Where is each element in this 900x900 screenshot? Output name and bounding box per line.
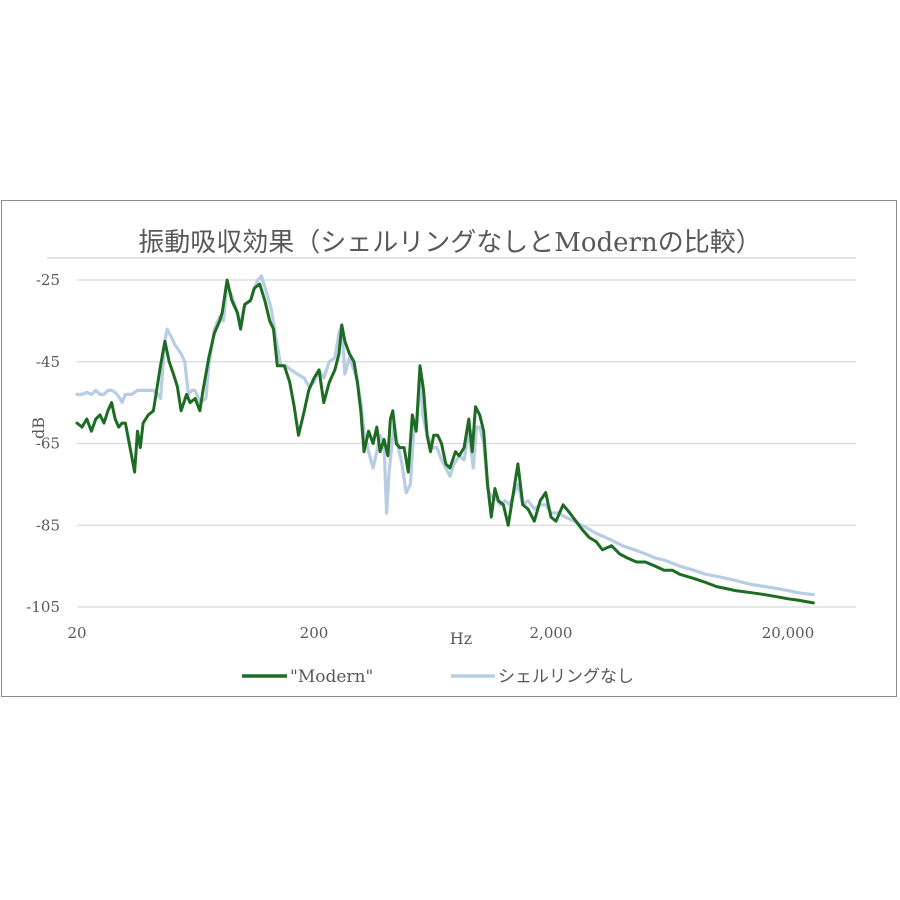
- y-tick-label: -65: [36, 435, 60, 453]
- series-line-modern: [75, 278, 815, 605]
- legend-label-no-shellring: シェルリングなし: [498, 667, 634, 687]
- x-tick-label: 20: [67, 624, 86, 642]
- y-axis-ticks: -25 -45 -65 -85 -105: [26, 271, 60, 616]
- y-tick-label: -85: [36, 516, 60, 534]
- gridlines: [77, 279, 856, 608]
- y-tick-label: -45: [36, 353, 60, 371]
- series-line-no-shellring: [75, 274, 816, 597]
- chart-frame: [1, 200, 897, 697]
- y-tick-label: -105: [26, 598, 60, 616]
- series-lines: [75, 274, 816, 605]
- x-axis-ticks: 20 200 2,000 20,000: [67, 624, 814, 642]
- x-tick-label: 2,000: [530, 624, 573, 642]
- legend-label-modern: "Modern": [290, 667, 373, 687]
- x-tick-label: 200: [300, 624, 329, 642]
- y-tick-label: -25: [36, 271, 60, 289]
- y-axis-title: dB: [29, 417, 48, 439]
- x-tick-label: 20,000: [762, 624, 815, 642]
- chart-title: 振動吸収効果（シェルリングなしとModernの比較）: [138, 228, 762, 258]
- legend: "Modern" シェルリングなし: [242, 667, 634, 687]
- x-axis-title: Hz: [450, 629, 472, 648]
